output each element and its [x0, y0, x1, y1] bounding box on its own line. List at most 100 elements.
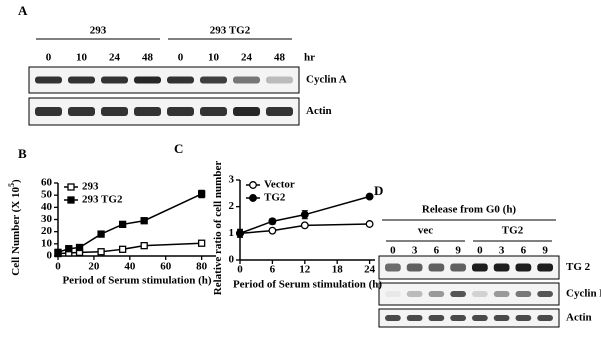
band [385, 263, 401, 272]
lane-label: 6 [434, 245, 440, 257]
lane-label: 0 [46, 52, 52, 64]
x-axis-label: Period of Serum stimulation (h) [62, 275, 211, 287]
marker [268, 226, 277, 235]
band [134, 107, 161, 116]
band [428, 315, 445, 321]
band [200, 76, 227, 84]
x-tick-label: 0 [237, 264, 243, 276]
y-axis-label: Cell Number (X 105) [7, 179, 22, 276]
lane-label: 24 [109, 52, 121, 64]
band [515, 263, 532, 272]
group-label: vec [418, 225, 433, 237]
legend-label: 293 [82, 181, 99, 193]
y-axis-label-text: Cell Number (X 10 [10, 186, 22, 275]
band [68, 76, 95, 84]
band [515, 291, 532, 297]
band [493, 291, 510, 297]
y-tick-label: 60 [41, 177, 53, 189]
band [428, 291, 445, 297]
y-tick-label: 50 [41, 189, 53, 201]
lane-label: 10 [76, 52, 88, 64]
panel-label: D [374, 183, 383, 198]
y-tick-label: 3 [229, 174, 235, 186]
y-axis-label-end: ) [10, 179, 22, 183]
x-axis-label: Period of Serum stimulation (h) [233, 279, 382, 291]
band [385, 315, 401, 321]
y-tick-label: 10 [41, 237, 53, 249]
y-tick-label: 30 [41, 213, 53, 225]
legend-label: 293 TG2 [82, 194, 123, 206]
row-label: Cyclin D1 [566, 288, 601, 300]
band [266, 107, 293, 116]
band [200, 107, 227, 116]
y-tick-label: 0 [47, 250, 53, 262]
blot-strip [378, 308, 560, 328]
lane-label: 0 [390, 245, 396, 257]
band [385, 291, 401, 297]
marker [75, 243, 84, 252]
x-tick-label: 40 [124, 261, 136, 273]
x-tick-label: 18 [332, 264, 344, 276]
band [35, 76, 62, 84]
row-label: Actin [306, 105, 332, 117]
band [167, 76, 194, 84]
band [493, 263, 510, 272]
band [406, 263, 423, 272]
legend-marker [249, 194, 257, 202]
band [266, 76, 293, 84]
x-tick-label: 6 [270, 264, 276, 276]
band [134, 76, 161, 84]
marker [97, 248, 105, 256]
band [428, 263, 445, 272]
line [239, 223, 370, 235]
group-label: 293 TG2 [210, 25, 251, 37]
marker [140, 217, 148, 225]
band [233, 107, 260, 116]
band [537, 315, 553, 321]
marker [54, 248, 62, 257]
band [472, 291, 488, 297]
group-label: 293 [90, 25, 107, 37]
lane-label: 48 [274, 52, 286, 64]
marker [118, 245, 127, 253]
marker [365, 220, 374, 228]
x-tick-label: 20 [88, 261, 100, 273]
band [537, 291, 553, 297]
x-tick-label: 12 [299, 264, 311, 276]
band [406, 291, 423, 297]
unit-label: hr [304, 52, 315, 64]
line [239, 195, 370, 235]
band [233, 76, 260, 84]
band [537, 263, 553, 272]
marker [365, 192, 374, 201]
y-axis-label-sup: 5 [7, 183, 16, 187]
lane-label: 24 [241, 52, 253, 64]
lane-label: 0 [477, 245, 483, 257]
lane-label: 10 [208, 52, 220, 64]
lane-label: 0 [178, 52, 184, 64]
marker [97, 230, 105, 238]
blot-strip [378, 255, 560, 280]
band [101, 107, 128, 116]
y-axis-label: Relative ratio of cell number [212, 161, 224, 296]
band [515, 315, 532, 321]
band [406, 315, 423, 321]
row-label: Actin [566, 312, 592, 324]
y-tick-label: 40 [41, 201, 53, 213]
x-tick-label: 60 [160, 261, 172, 273]
marker [197, 239, 206, 247]
marker [197, 190, 206, 198]
marker [236, 229, 244, 238]
y-tick-label: 20 [41, 225, 53, 237]
panel-label: B [18, 146, 27, 161]
y-tick-label: 1 [229, 227, 235, 239]
lane-label: 3 [499, 245, 505, 257]
marker [140, 242, 148, 250]
blot-strip [378, 282, 560, 306]
lane-label: 3 [412, 245, 418, 257]
group-label: TG2 [502, 225, 524, 237]
row-label: TG 2 [566, 261, 591, 273]
y-tick-label: 0 [229, 254, 235, 266]
legend-marker [249, 181, 257, 189]
